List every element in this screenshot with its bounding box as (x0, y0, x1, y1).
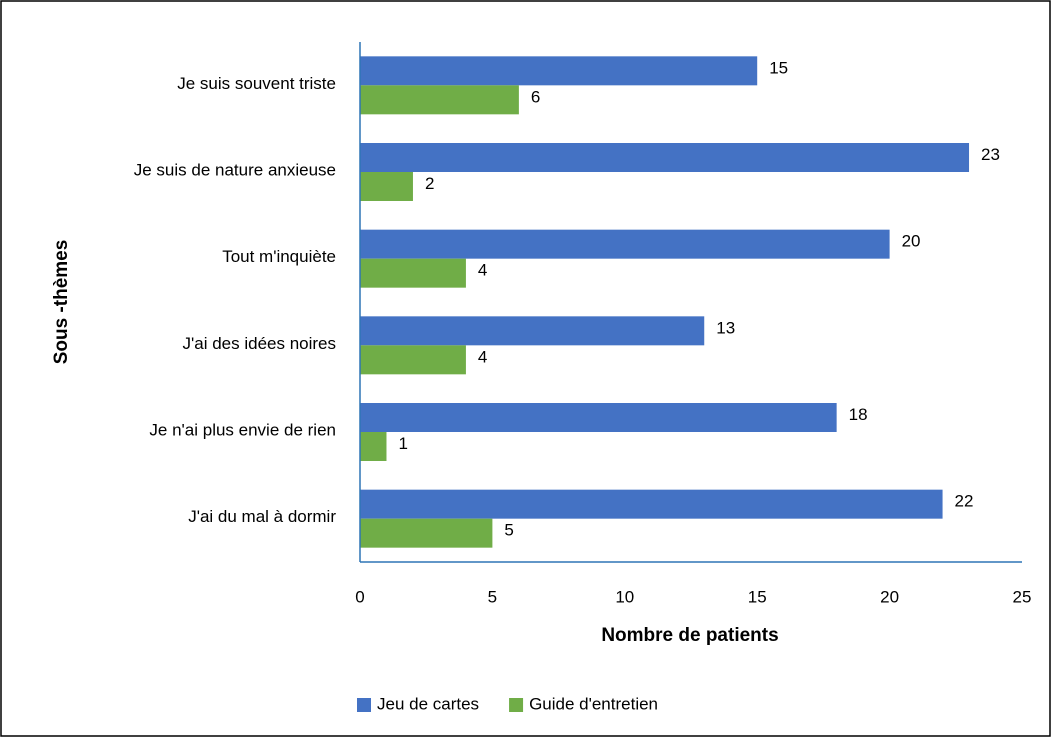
bar (360, 143, 970, 172)
data-label: 6 (531, 87, 540, 106)
bar (360, 489, 943, 519)
x-tick-label: 20 (880, 587, 899, 606)
bar (360, 432, 387, 461)
y-axis-title: Sous -thèmes (51, 240, 72, 365)
x-tick-label: 10 (615, 587, 634, 606)
data-label: 5 (504, 521, 513, 540)
legend-swatch (357, 698, 371, 712)
x-axis-title: Nombre de patients (601, 625, 778, 646)
bar (360, 403, 837, 432)
data-label: 22 (955, 492, 974, 511)
data-label: 18 (849, 405, 868, 424)
data-label: 15 (769, 58, 788, 77)
y-tick-label: J'ai du mal à dormir (188, 507, 336, 526)
y-tick-label: Je suis souvent triste (177, 74, 336, 93)
data-label: 23 (981, 145, 1000, 164)
y-tick-label: Je n'ai plus envie de rien (149, 420, 336, 439)
data-label: 20 (902, 232, 921, 251)
bar (360, 56, 758, 86)
legend-label: Jeu de cartes (377, 694, 479, 713)
legend-swatch (509, 698, 524, 712)
y-tick-label: Je suis de nature anxieuse (134, 160, 336, 179)
y-tick-label: Tout m'inquiète (222, 247, 336, 266)
x-tick-label: 25 (1013, 587, 1032, 606)
bar (360, 316, 705, 346)
bar (360, 229, 890, 259)
data-label: 13 (716, 318, 735, 337)
data-label: 1 (398, 434, 407, 453)
x-tick-label: 5 (488, 587, 497, 606)
bar (360, 258, 466, 288)
data-label: 4 (478, 261, 487, 280)
bar (360, 345, 466, 375)
x-tick-label: 0 (355, 587, 364, 606)
bar (360, 172, 413, 201)
data-label: 4 (478, 347, 487, 366)
x-tick-label: 15 (748, 587, 767, 606)
y-tick-label: J'ai des idées noires (183, 334, 337, 353)
bar (360, 85, 519, 115)
legend-label: Guide d'entretien (529, 694, 658, 713)
data-label: 2 (425, 174, 434, 193)
bar (360, 518, 493, 548)
